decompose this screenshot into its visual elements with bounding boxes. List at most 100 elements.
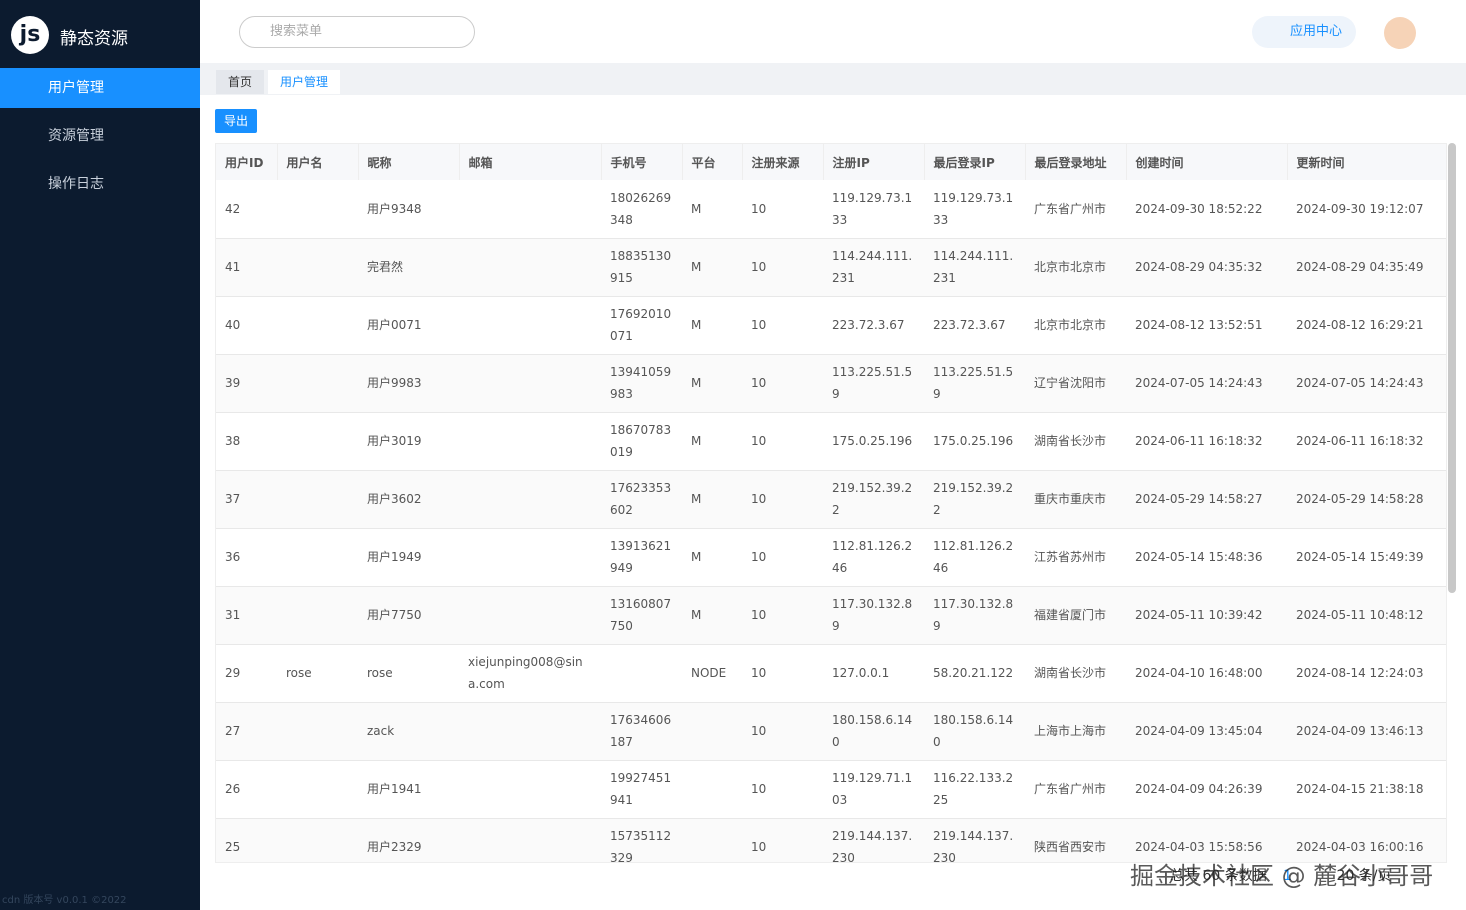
table-cell: 18026269348 [601,180,682,239]
table-cell [277,412,358,471]
tab[interactable]: 用户管理 [268,70,341,94]
avatar[interactable] [1384,17,1416,49]
table-cell: 2024-04-09 04:26:39 [1126,760,1287,819]
menu-item[interactable]: 资源管理 [48,128,104,144]
table-cell: 13941059983 [601,354,682,413]
table-cell [682,818,742,862]
version: cdn 版本号 v0.0.1 ©2022 [2,895,127,906]
table-cell: 10 [742,470,823,529]
table-cell: 37 [216,470,277,529]
menu-item[interactable]: 用户管理 [0,68,200,108]
table-cell: 19927451941 [601,760,682,819]
table-cell: 10 [742,180,823,239]
table-cell: 27 [216,702,277,761]
table-cell: 用户9983 [358,354,459,413]
table-cell [459,296,601,355]
table-cell [682,760,742,819]
table-cell: 福建省厦门市 [1025,586,1126,645]
table-row: 42 用户9348 18026269348 M 10 119.129.73.133 119.… [216,180,1446,239]
table-cell: 湖南省长沙市 [1025,644,1126,703]
table: 用户ID 用户名 昵称 邮箱 手机号 平台 注册来源 注册IP 最后登录IP 最后登录地址 创建时间… [215,143,1447,863]
table-cell: 2024-08-14 12:24:03 [1287,644,1446,703]
table-cell [459,238,601,297]
table-cell: 13160807750 [601,586,682,645]
column-header: 用户ID [216,144,278,180]
scrollbar[interactable] [1448,143,1456,593]
table-cell: 2024-04-03 15:58:56 [1126,818,1287,862]
table-cell: 40 [216,296,277,355]
table-cell: 2024-06-11 16:18:32 [1126,412,1287,471]
table-cell: 2024-04-03 16:00:16 [1287,818,1446,862]
table-row: 40 用户0071 17692010071 M 10 223.72.3.67 223.72.… [216,296,1446,355]
table-cell: 223.72.3.67 [924,296,1025,355]
table-cell: 江苏省苏州市 [1025,528,1126,587]
column-header: 平台 [682,144,743,180]
table-cell: 114.244.111.231 [924,238,1025,297]
page-size[interactable]: 20 条/页 [1336,868,1392,884]
table-cell: 完君然 [358,238,459,297]
table-cell: 13913621949 [601,528,682,587]
table-cell: 重庆市重庆市 [1025,470,1126,529]
table-cell: 175.0.25.196 [924,412,1025,471]
table-cell: 广东省广州市 [1025,760,1126,819]
table-cell: 用户3019 [358,412,459,471]
search-input[interactable]: 搜索菜单 [239,16,475,48]
table-cell: 10 [742,354,823,413]
tab-bar: 首页 用户管理 [200,63,1466,95]
watermark: 掘金技术社区 @ 麓谷小哥哥 [1130,862,1434,890]
table-cell: 10 [742,586,823,645]
table-cell: xiejunping008@sina.com [459,644,601,703]
table-cell: 北京市北京市 [1025,238,1126,297]
table-cell: 112.81.126.246 [823,528,924,587]
table-cell: 117.30.132.89 [924,586,1025,645]
header: 搜索菜单 应用中心 [200,0,1466,63]
table-cell: 113.225.51.59 [823,354,924,413]
table-cell: 2024-08-12 16:29:21 [1287,296,1446,355]
table-cell: M [682,354,742,413]
pagination: 总共 60 条数据 1 20 条/页 [1170,865,1392,885]
column-header: 创建时间 [1126,144,1288,180]
column-header: 用户名 [277,144,359,180]
sidebar: js 静态资源 用户管理 资源管理 操作日志 cdn 版本号 v0.0.1 ©2… [0,0,200,910]
table-cell: rose [277,644,358,703]
table-cell [277,702,358,761]
table-row: 27 zack 17634606187 10 180.158.6.140 180.158.… [216,702,1446,761]
column-header: 最后登录IP [924,144,1026,180]
table-cell: 38 [216,412,277,471]
app-title: 静态资源 [60,29,128,49]
table-cell: 2024-09-30 19:12:07 [1287,180,1446,239]
menu-item[interactable]: 操作日志 [48,176,104,192]
table-cell: 10 [742,702,823,761]
table-cell: 219.152.39.22 [823,470,924,529]
table-cell: M [682,238,742,297]
export-button[interactable]: 导出 [215,109,257,133]
table-cell [459,760,601,819]
column-header: 更新时间 [1287,144,1446,180]
logo: js [11,16,49,54]
table-cell: 119.129.73.133 [823,180,924,239]
table-cell [459,528,601,587]
data-table: 用户ID 用户名 昵称 邮箱 手机号 平台 注册来源 注册IP 最后登录IP 最后登录地址 创建时间… [216,144,1446,862]
table-row: 36 用户1949 13913621949 M 10 112.81.126.246 112.… [216,528,1446,587]
page[interactable]: 1 [1283,868,1293,884]
table-cell: M [682,412,742,471]
table-cell: 2024-05-11 10:39:42 [1126,586,1287,645]
table-cell: 180.158.6.140 [924,702,1025,761]
total: 总共 60 条数据 [1170,868,1267,884]
table-cell: 用户7750 [358,586,459,645]
table-cell [459,354,601,413]
table-cell: 北京市北京市 [1025,296,1126,355]
table-cell: 29 [216,644,277,703]
table-cell: 113.225.51.59 [924,354,1025,413]
table-cell [459,818,601,862]
table-cell [459,180,601,239]
table-cell: 119.129.73.133 [924,180,1025,239]
table-cell: 42 [216,180,277,239]
table-cell: 上海市上海市 [1025,702,1126,761]
app-center[interactable]: 应用中心 [1252,16,1356,48]
table-cell: 175.0.25.196 [823,412,924,471]
table-row: 29 rose rose xiejunping008@sina.com NODE 10 12… [216,644,1446,703]
table-cell: 127.0.0.1 [823,644,924,703]
tab[interactable]: 首页 [216,70,265,94]
